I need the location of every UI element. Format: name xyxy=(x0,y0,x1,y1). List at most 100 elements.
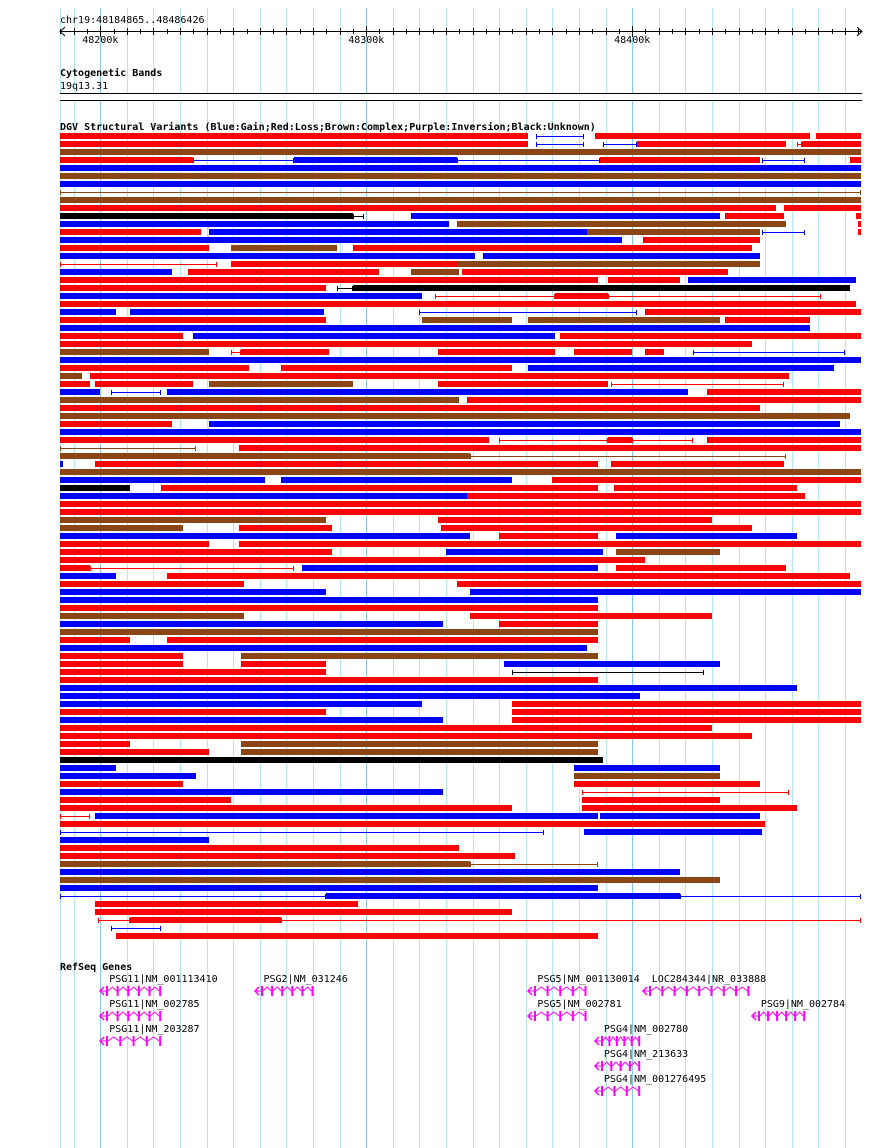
sv-feature-gain[interactable] xyxy=(457,158,600,163)
gene-label[interactable]: PSG4|NM_213633 xyxy=(603,1049,689,1060)
sv-feature-complex[interactable] xyxy=(411,269,459,275)
gene-label[interactable]: PSG9|NM_002784 xyxy=(760,999,846,1010)
sv-feature-loss[interactable] xyxy=(60,437,489,443)
sv-feature-complex[interactable] xyxy=(60,613,244,619)
sv-feature-complex[interactable] xyxy=(241,741,598,747)
sv-feature-gain[interactable] xyxy=(60,293,422,299)
gene-label[interactable]: PSG11|NM_203287 xyxy=(109,1024,200,1035)
sv-feature-loss[interactable] xyxy=(600,157,760,163)
sv-feature-gain[interactable] xyxy=(60,477,265,483)
sv-feature-loss[interactable] xyxy=(60,669,326,675)
sv-feature-loss[interactable] xyxy=(60,133,528,139)
sv-feature-loss[interactable] xyxy=(239,525,332,531)
sv-feature-complex[interactable] xyxy=(470,454,786,459)
sv-feature-loss[interactable] xyxy=(608,294,821,299)
sv-feature-loss[interactable] xyxy=(470,613,712,619)
sv-feature-gain[interactable] xyxy=(60,597,598,603)
sv-feature-gain[interactable] xyxy=(60,885,598,891)
sv-feature-loss[interactable] xyxy=(614,485,797,491)
sv-feature-gain[interactable] xyxy=(483,253,760,259)
sv-feature-loss[interactable] xyxy=(60,797,231,803)
sv-feature-complex[interactable] xyxy=(574,773,720,779)
sv-feature-gain[interactable] xyxy=(536,134,584,139)
sv-feature-loss[interactable] xyxy=(707,437,861,443)
gene-model-glyph[interactable] xyxy=(641,985,751,997)
sv-feature-complex[interactable] xyxy=(60,525,183,531)
sv-feature-loss[interactable] xyxy=(90,566,294,571)
sv-feature-complex[interactable] xyxy=(616,549,720,555)
sv-feature-loss[interactable] xyxy=(560,333,861,339)
sv-feature-gain[interactable] xyxy=(470,589,861,595)
sv-feature-complex[interactable] xyxy=(422,317,512,323)
sv-feature-gain[interactable] xyxy=(294,157,457,163)
sv-feature-complex[interactable] xyxy=(60,629,598,635)
sv-feature-loss[interactable] xyxy=(60,549,332,555)
gene-model-glyph[interactable] xyxy=(593,1035,642,1047)
sv-feature-loss[interactable] xyxy=(60,853,515,859)
gene-label[interactable]: PSG2|NM_031246 xyxy=(263,974,348,985)
sv-feature-loss[interactable] xyxy=(60,805,512,811)
sv-feature-gain[interactable] xyxy=(209,229,422,235)
sv-feature-unknown[interactable] xyxy=(353,285,850,291)
sv-feature-loss[interactable] xyxy=(499,533,598,539)
sv-feature-loss[interactable] xyxy=(239,445,861,451)
sv-feature-complex[interactable] xyxy=(60,517,326,523)
sv-feature-gain[interactable] xyxy=(60,645,587,651)
sv-feature-loss[interactable] xyxy=(60,733,752,739)
sv-feature-loss[interactable] xyxy=(60,157,193,163)
sv-feature-gain[interactable] xyxy=(60,165,861,171)
sv-feature-loss[interactable] xyxy=(281,918,861,923)
sv-feature-loss[interactable] xyxy=(231,350,241,355)
sv-feature-loss[interactable] xyxy=(552,477,861,483)
sv-feature-gain[interactable] xyxy=(60,589,326,595)
sv-feature-gain[interactable] xyxy=(326,893,680,899)
sv-feature-loss[interactable] xyxy=(60,653,183,659)
sv-feature-gain[interactable] xyxy=(419,310,637,315)
sv-feature-gain[interactable] xyxy=(60,221,449,227)
sv-feature-loss[interactable] xyxy=(231,261,457,267)
sv-feature-complex[interactable] xyxy=(587,229,760,235)
gene-model-glyph[interactable] xyxy=(593,1060,642,1072)
sv-feature-complex[interactable] xyxy=(241,653,598,659)
sv-feature-unknown[interactable] xyxy=(337,286,353,291)
sv-feature-loss[interactable] xyxy=(60,301,856,307)
sv-feature-loss[interactable] xyxy=(116,933,598,939)
sv-feature-loss[interactable] xyxy=(130,917,281,923)
gene-label[interactable]: PSG4|NM_001276495 xyxy=(603,1074,707,1085)
sv-feature-gain[interactable] xyxy=(536,142,584,147)
sv-feature-complex[interactable] xyxy=(60,149,861,155)
sv-feature-complex[interactable] xyxy=(241,749,598,755)
sv-feature-unknown[interactable] xyxy=(60,757,603,763)
sv-feature-loss[interactable] xyxy=(60,341,752,347)
sv-feature-loss[interactable] xyxy=(241,349,329,355)
sv-feature-gain[interactable] xyxy=(60,869,680,875)
sv-feature-loss[interactable] xyxy=(95,901,358,907)
sv-feature-loss[interactable] xyxy=(582,790,789,795)
sv-feature-gain[interactable] xyxy=(762,230,805,235)
sv-feature-loss[interactable] xyxy=(816,133,861,139)
sv-feature-loss[interactable] xyxy=(60,205,693,211)
sv-feature-loss[interactable] xyxy=(582,805,797,811)
sv-feature-gain[interactable] xyxy=(209,421,840,427)
sv-feature-loss[interactable] xyxy=(353,245,752,251)
sv-feature-loss[interactable] xyxy=(645,309,861,315)
gene-model-glyph[interactable] xyxy=(750,1010,807,1022)
gene-label[interactable]: PSG11|NM_002785 xyxy=(109,999,200,1010)
sv-feature-loss[interactable] xyxy=(60,605,598,611)
sv-feature-loss[interactable] xyxy=(60,229,201,235)
sv-feature-loss[interactable] xyxy=(457,581,861,587)
sv-feature-loss[interactable] xyxy=(60,285,326,291)
sv-feature-loss[interactable] xyxy=(438,517,712,523)
sv-feature-complex[interactable] xyxy=(528,317,720,323)
gene-model-glyph[interactable] xyxy=(593,1085,642,1097)
sv-feature-loss[interactable] xyxy=(60,557,645,563)
sv-feature-loss[interactable] xyxy=(858,221,861,227)
sv-feature-loss[interactable] xyxy=(60,821,765,827)
sv-feature-unknown[interactable] xyxy=(60,213,353,219)
sv-feature-complex[interactable] xyxy=(60,453,470,459)
sv-feature-gain[interactable] xyxy=(680,894,861,899)
sv-feature-gain[interactable] xyxy=(60,717,443,723)
sv-feature-gain[interactable] xyxy=(60,309,116,315)
sv-feature-loss[interactable] xyxy=(60,709,326,715)
sv-feature-loss[interactable] xyxy=(856,213,861,219)
